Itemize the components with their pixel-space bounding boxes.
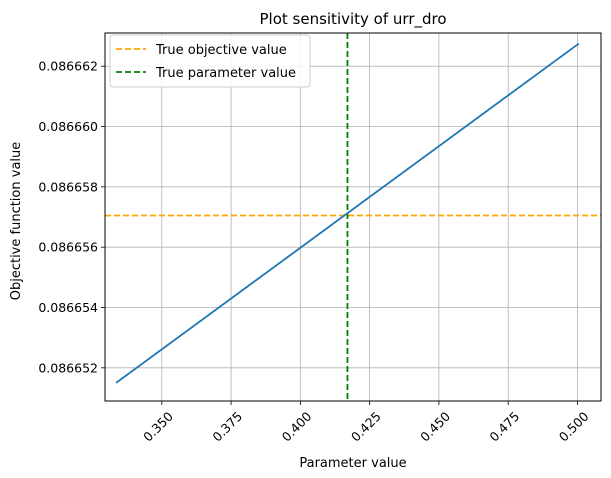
x-tick-label: 0.475 bbox=[486, 409, 522, 445]
legend-label-parameter: True parameter value bbox=[155, 66, 296, 81]
x-ticks: 0.350 0.375 0.400 0.425 0.450 0.475 0.500 bbox=[140, 401, 592, 445]
y-tick-label: 0.086660 bbox=[38, 119, 98, 134]
chart-title: Plot sensitivity of urr_dro bbox=[259, 10, 446, 29]
x-axis-label: Parameter value bbox=[299, 456, 406, 471]
y-ticks: 0.086652 0.086654 0.086656 0.086658 0.086660… bbox=[38, 59, 105, 375]
x-tick-label: 0.500 bbox=[556, 409, 592, 445]
y-tick-label: 0.086656 bbox=[38, 240, 98, 255]
legend: True objective value True parameter valu… bbox=[109, 34, 311, 88]
x-tick-label: 0.450 bbox=[417, 409, 453, 445]
series-layer bbox=[115, 42, 580, 384]
sensitivity-line bbox=[115, 42, 580, 384]
x-tick-label: 0.425 bbox=[348, 409, 384, 445]
grid bbox=[105, 33, 601, 401]
y-tick-label: 0.086662 bbox=[38, 59, 98, 74]
legend-label-objective: True objective value bbox=[155, 43, 287, 58]
reference-lines bbox=[105, 33, 601, 401]
y-tick-label: 0.086652 bbox=[38, 360, 98, 375]
x-tick-label: 0.375 bbox=[209, 409, 245, 445]
x-tick-label: 0.400 bbox=[279, 409, 315, 445]
y-tick-label: 0.086658 bbox=[38, 179, 98, 194]
legend-box bbox=[109, 34, 311, 88]
y-tick-label: 0.086654 bbox=[38, 300, 98, 315]
plot-frame bbox=[104, 32, 602, 402]
x-tick-label: 0.350 bbox=[140, 409, 176, 445]
y-axis-label: Objective function value bbox=[9, 142, 24, 301]
